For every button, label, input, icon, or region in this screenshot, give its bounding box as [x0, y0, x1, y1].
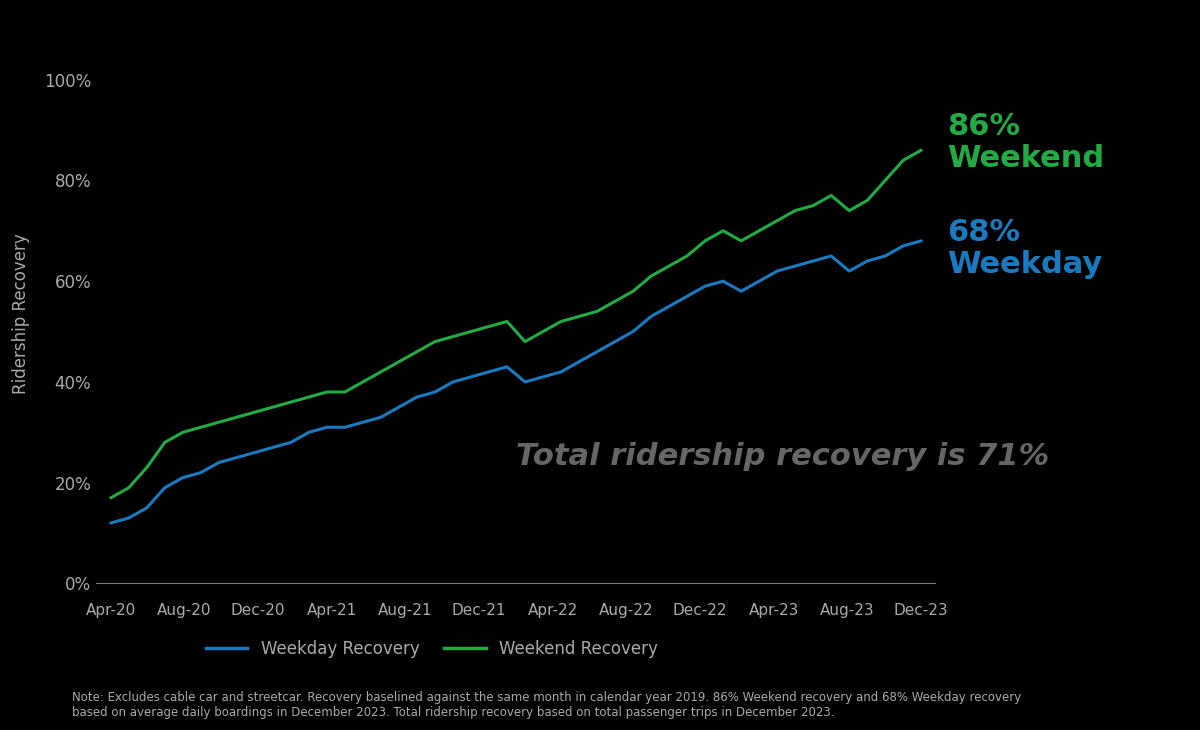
Legend: Weekday Recovery, Weekend Recovery: Weekday Recovery, Weekend Recovery	[199, 633, 665, 664]
Text: Note: Excludes cable car and streetcar. Recovery baselined against the same mont: Note: Excludes cable car and streetcar. …	[72, 691, 1021, 719]
Text: 86%
Weekend: 86% Weekend	[947, 112, 1104, 173]
Y-axis label: Ridership Recovery: Ridership Recovery	[12, 234, 30, 394]
Text: Total ridership recovery is 71%: Total ridership recovery is 71%	[516, 442, 1049, 471]
Text: 68%
Weekday: 68% Weekday	[947, 218, 1103, 279]
